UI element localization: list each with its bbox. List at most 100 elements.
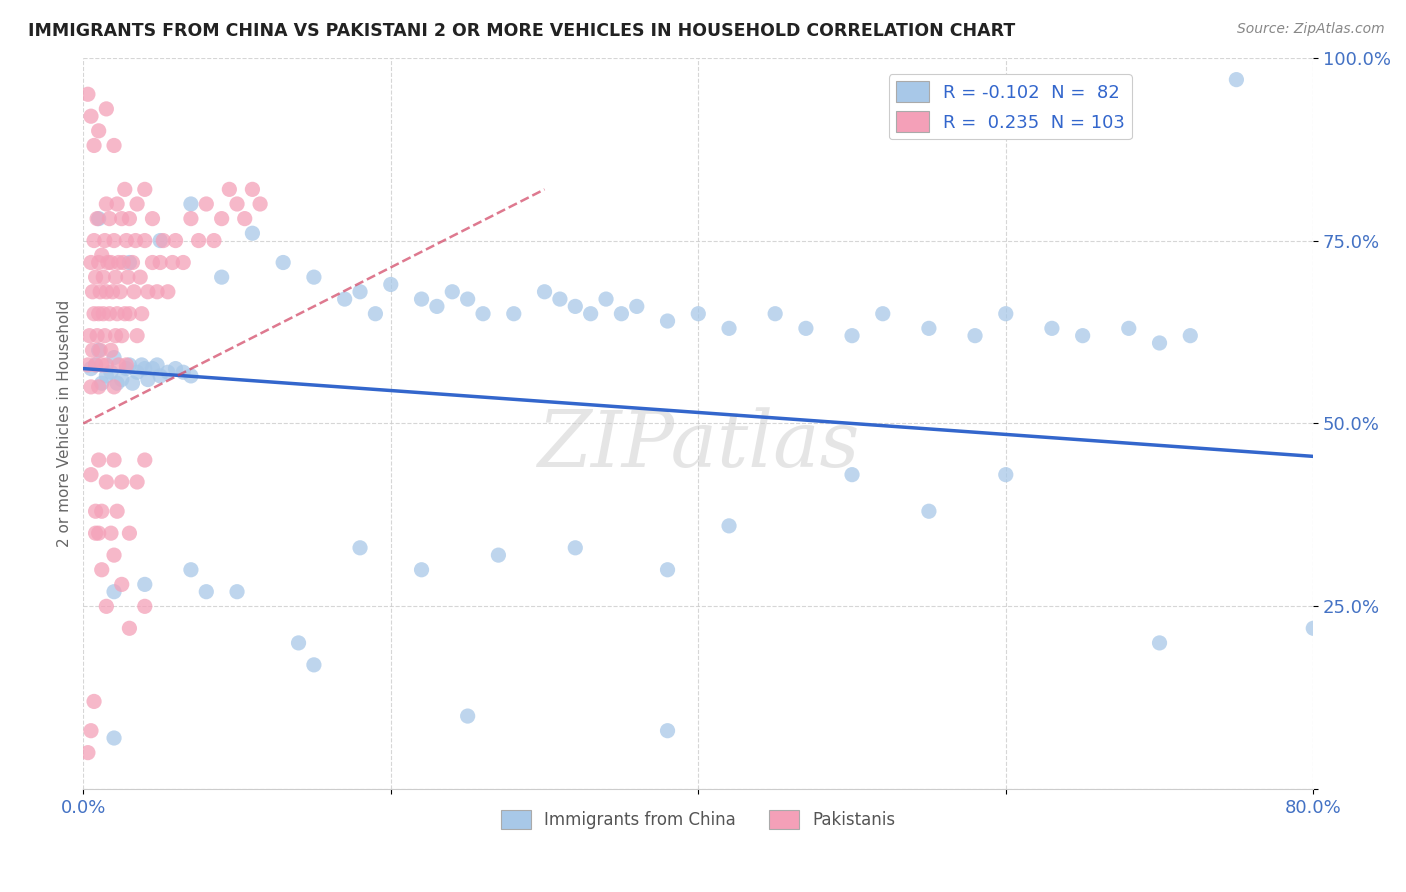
Point bbox=[1149, 636, 1171, 650]
Point bbox=[152, 234, 174, 248]
Point bbox=[564, 541, 586, 555]
Point bbox=[83, 694, 105, 708]
Point bbox=[134, 577, 156, 591]
Point bbox=[87, 343, 110, 358]
Point bbox=[129, 270, 152, 285]
Point bbox=[162, 255, 184, 269]
Point bbox=[134, 453, 156, 467]
Point bbox=[271, 255, 294, 269]
Point bbox=[104, 270, 127, 285]
Point bbox=[121, 376, 143, 391]
Point bbox=[718, 321, 741, 335]
Point bbox=[84, 358, 107, 372]
Point bbox=[131, 358, 153, 372]
Point bbox=[963, 328, 986, 343]
Point bbox=[502, 307, 524, 321]
Point bbox=[918, 504, 941, 518]
Point bbox=[211, 270, 233, 285]
Point bbox=[91, 270, 114, 285]
Point bbox=[84, 358, 107, 372]
Point bbox=[1118, 321, 1140, 335]
Point bbox=[115, 361, 138, 376]
Point bbox=[146, 285, 169, 299]
Point bbox=[242, 182, 264, 196]
Point bbox=[349, 285, 371, 299]
Point bbox=[80, 380, 103, 394]
Point bbox=[127, 365, 149, 379]
Point bbox=[117, 270, 139, 285]
Text: IMMIGRANTS FROM CHINA VS PAKISTANI 2 OR MORE VEHICLES IN HOUSEHOLD CORRELATION C: IMMIGRANTS FROM CHINA VS PAKISTANI 2 OR … bbox=[28, 22, 1015, 40]
Point bbox=[187, 234, 209, 248]
Point bbox=[149, 368, 172, 383]
Point bbox=[127, 328, 149, 343]
Point bbox=[103, 584, 125, 599]
Point bbox=[114, 182, 136, 196]
Point bbox=[103, 138, 125, 153]
Point bbox=[136, 285, 159, 299]
Text: Source: ZipAtlas.com: Source: ZipAtlas.com bbox=[1237, 22, 1385, 37]
Point bbox=[994, 467, 1017, 482]
Point bbox=[94, 234, 117, 248]
Point bbox=[90, 504, 112, 518]
Point bbox=[918, 321, 941, 335]
Point bbox=[103, 234, 125, 248]
Point bbox=[107, 255, 129, 269]
Point bbox=[89, 343, 111, 358]
Point bbox=[457, 709, 479, 723]
Point bbox=[1149, 336, 1171, 351]
Point bbox=[333, 292, 356, 306]
Point bbox=[103, 380, 125, 394]
Point bbox=[103, 351, 125, 365]
Point bbox=[87, 453, 110, 467]
Point bbox=[1071, 328, 1094, 343]
Point bbox=[457, 292, 479, 306]
Point bbox=[87, 380, 110, 394]
Point bbox=[134, 361, 156, 376]
Point bbox=[149, 255, 172, 269]
Point bbox=[994, 307, 1017, 321]
Point bbox=[90, 358, 112, 372]
Point bbox=[114, 307, 136, 321]
Point bbox=[411, 563, 433, 577]
Point bbox=[91, 307, 114, 321]
Point bbox=[872, 307, 894, 321]
Point bbox=[149, 234, 172, 248]
Point bbox=[96, 102, 118, 116]
Point bbox=[118, 211, 141, 226]
Point bbox=[180, 211, 202, 226]
Point bbox=[411, 292, 433, 306]
Point bbox=[84, 526, 107, 541]
Point bbox=[1040, 321, 1063, 335]
Point bbox=[242, 226, 264, 240]
Point bbox=[364, 307, 387, 321]
Point bbox=[105, 307, 128, 321]
Point bbox=[108, 285, 131, 299]
Point bbox=[96, 285, 118, 299]
Point bbox=[90, 563, 112, 577]
Point bbox=[87, 307, 110, 321]
Point bbox=[82, 343, 104, 358]
Point bbox=[83, 138, 105, 153]
Point bbox=[100, 526, 122, 541]
Point bbox=[657, 563, 679, 577]
Point bbox=[202, 234, 225, 248]
Point bbox=[118, 621, 141, 635]
Point bbox=[226, 584, 249, 599]
Point bbox=[111, 373, 134, 387]
Point bbox=[98, 211, 121, 226]
Point bbox=[136, 373, 159, 387]
Point bbox=[100, 365, 122, 379]
Point bbox=[96, 475, 118, 489]
Point bbox=[94, 328, 117, 343]
Point bbox=[441, 285, 464, 299]
Point bbox=[87, 211, 110, 226]
Point bbox=[180, 563, 202, 577]
Point bbox=[79, 328, 101, 343]
Point bbox=[134, 182, 156, 196]
Point bbox=[90, 376, 112, 391]
Point bbox=[718, 519, 741, 533]
Point bbox=[80, 361, 103, 376]
Point bbox=[80, 255, 103, 269]
Point bbox=[141, 211, 163, 226]
Point bbox=[111, 475, 134, 489]
